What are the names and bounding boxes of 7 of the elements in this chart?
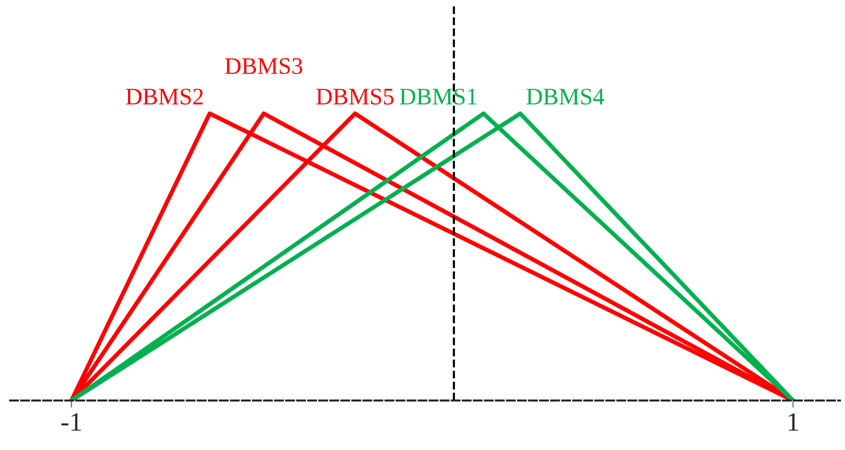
series-label: DBMS5 (316, 88, 394, 105)
series-label: DBMS4 (526, 88, 604, 105)
series-label: DBMS1 (400, 88, 477, 105)
x-tick-label: 1 (788, 413, 798, 431)
x-tick-label: -1 (61, 413, 81, 431)
series-label: DBMS2 (126, 88, 203, 105)
text: DBMS3 (225, 58, 302, 74)
